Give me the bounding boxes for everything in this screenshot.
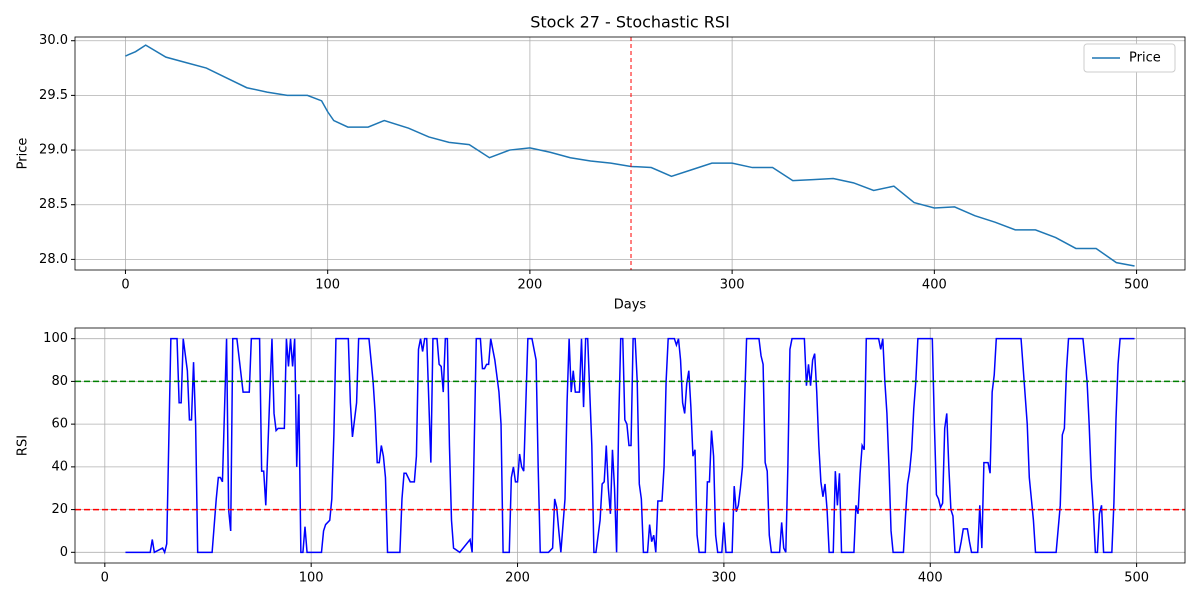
x-tick-label: 200 <box>505 571 530 586</box>
legend-box <box>1083 43 1176 73</box>
y-tick-label: 28.0 <box>39 252 68 267</box>
line <box>125 337 1135 555</box>
x-tick-label: 300 <box>720 278 745 293</box>
x-tick-label: 100 <box>315 278 340 293</box>
y-tick-label: 80 <box>51 374 68 389</box>
y-tick-label: 0 <box>60 545 68 560</box>
x-tick-label: 0 <box>121 278 129 293</box>
y-tick-label: 28.5 <box>39 197 68 212</box>
plot-frame <box>74 327 1186 564</box>
x-axis-label: Days <box>614 298 647 313</box>
plot-frame <box>74 36 1186 271</box>
x-tick-label: 0 <box>101 571 109 586</box>
x-tick-label: 300 <box>711 571 736 586</box>
legend-label: Price <box>1129 51 1161 66</box>
x-tick-label: 200 <box>517 278 542 293</box>
x-tick-label: 400 <box>922 278 947 293</box>
y-tick-label: 40 <box>51 459 68 474</box>
y-tick-label: 30.0 <box>39 33 68 48</box>
x-tick-label: 500 <box>1124 571 1149 586</box>
y-axis-label: RSI <box>16 435 31 456</box>
y-axis-label: Price <box>16 138 31 170</box>
y-tick-label: 29.5 <box>39 88 68 103</box>
y-tick-label: 29.0 <box>39 143 68 158</box>
y-tick-label: 20 <box>51 502 68 517</box>
x-tick-label: 400 <box>918 571 943 586</box>
x-tick-label: 500 <box>1124 278 1149 293</box>
chart-title: Stock 27 - Stochastic RSI <box>530 13 730 32</box>
x-tick-label: 100 <box>299 571 324 586</box>
line <box>125 44 1135 267</box>
y-tick-label: 60 <box>51 417 68 432</box>
y-tick-label: 100 <box>43 331 68 346</box>
